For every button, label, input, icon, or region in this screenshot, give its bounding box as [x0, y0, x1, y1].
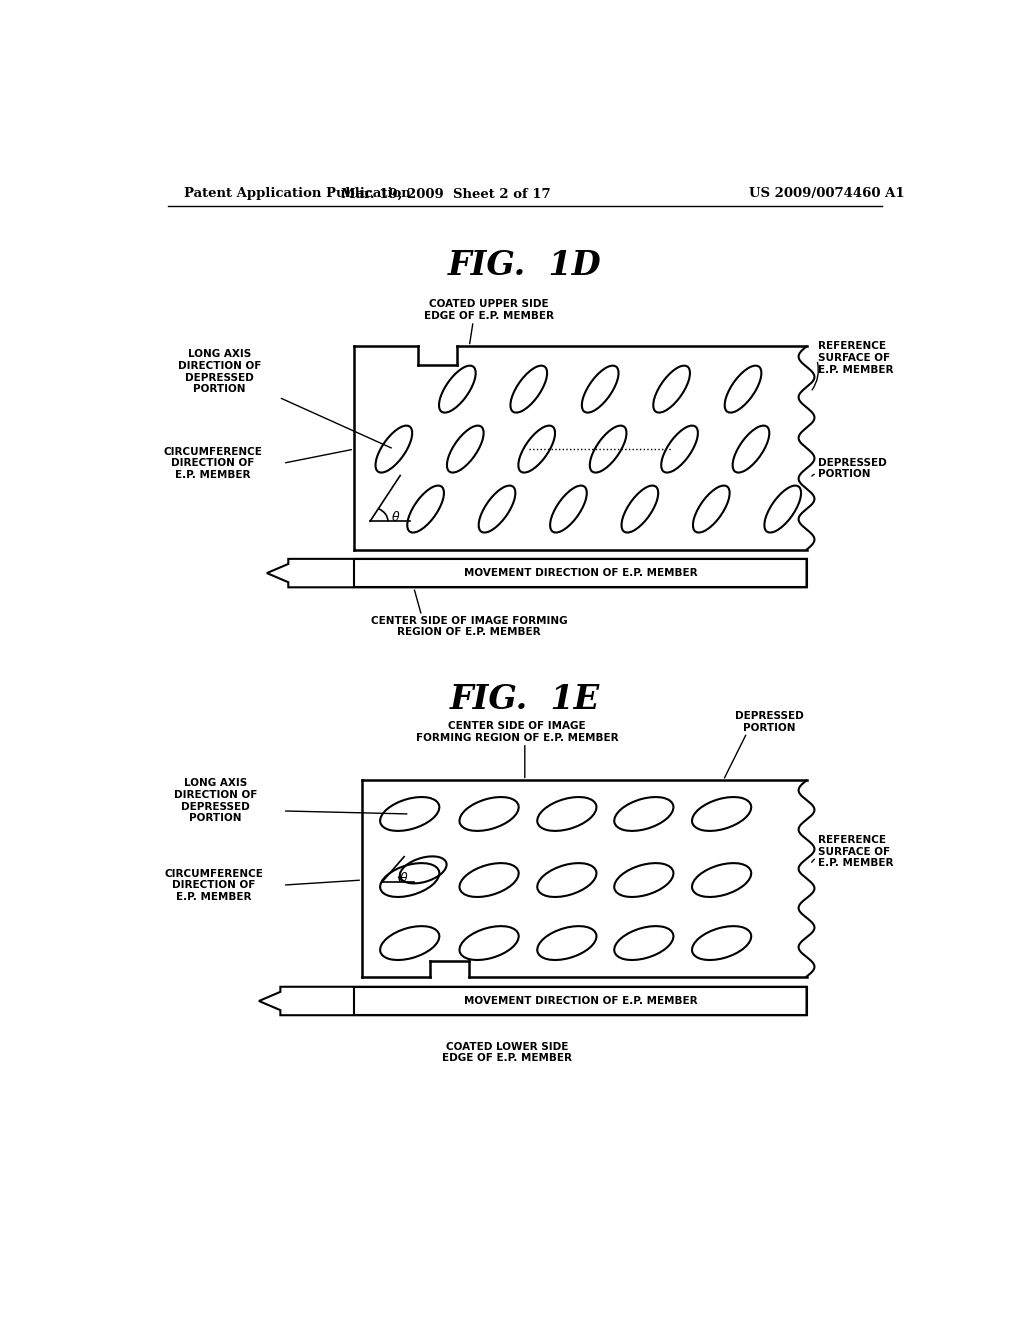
Text: Mar. 19, 2009  Sheet 2 of 17: Mar. 19, 2009 Sheet 2 of 17 — [341, 187, 550, 201]
Text: Patent Application Publication: Patent Application Publication — [183, 187, 411, 201]
Text: DEPRESSED
PORTION: DEPRESSED PORTION — [818, 458, 887, 479]
Text: CENTER SIDE OF IMAGE FORMING
REGION OF E.P. MEMBER: CENTER SIDE OF IMAGE FORMING REGION OF E… — [371, 616, 567, 638]
Bar — [354, 987, 807, 1015]
Text: $\theta$: $\theta$ — [391, 511, 400, 524]
Text: REFERENCE
SURFACE OF
E.P. MEMBER: REFERENCE SURFACE OF E.P. MEMBER — [818, 342, 894, 375]
Text: MOVEMENT DIRECTION OF E.P. MEMBER: MOVEMENT DIRECTION OF E.P. MEMBER — [464, 568, 697, 578]
Text: REFERENCE
SURFACE OF
E.P. MEMBER: REFERENCE SURFACE OF E.P. MEMBER — [818, 836, 894, 869]
Text: CIRCUMFERENCE
DIRECTION OF
E.P. MEMBER: CIRCUMFERENCE DIRECTION OF E.P. MEMBER — [164, 446, 262, 480]
Polygon shape — [267, 558, 807, 587]
Text: COATED UPPER SIDE
EDGE OF E.P. MEMBER: COATED UPPER SIDE EDGE OF E.P. MEMBER — [424, 300, 554, 321]
Text: LONG AXIS
DIRECTION OF
DEPRESSED
PORTION: LONG AXIS DIRECTION OF DEPRESSED PORTION — [177, 350, 261, 395]
Text: LONG AXIS
DIRECTION OF
DEPRESSED
PORTION: LONG AXIS DIRECTION OF DEPRESSED PORTION — [174, 779, 257, 824]
Polygon shape — [259, 987, 807, 1015]
Text: FIG.  1E: FIG. 1E — [450, 682, 600, 715]
Text: MOVEMENT DIRECTION OF E.P. MEMBER: MOVEMENT DIRECTION OF E.P. MEMBER — [464, 997, 697, 1006]
Bar — [354, 558, 807, 587]
Text: COATED LOWER SIDE
EDGE OF E.P. MEMBER: COATED LOWER SIDE EDGE OF E.P. MEMBER — [442, 1041, 572, 1063]
Text: CENTER SIDE OF IMAGE
FORMING REGION OF E.P. MEMBER: CENTER SIDE OF IMAGE FORMING REGION OF E… — [416, 721, 618, 743]
Text: CIRCUMFERENCE
DIRECTION OF
E.P. MEMBER: CIRCUMFERENCE DIRECTION OF E.P. MEMBER — [164, 869, 263, 902]
Text: $\theta$: $\theta$ — [399, 871, 409, 884]
Text: FIG.  1D: FIG. 1D — [447, 248, 602, 281]
Text: US 2009/0074460 A1: US 2009/0074460 A1 — [749, 187, 904, 201]
Text: DEPRESSED
PORTION: DEPRESSED PORTION — [735, 711, 804, 733]
